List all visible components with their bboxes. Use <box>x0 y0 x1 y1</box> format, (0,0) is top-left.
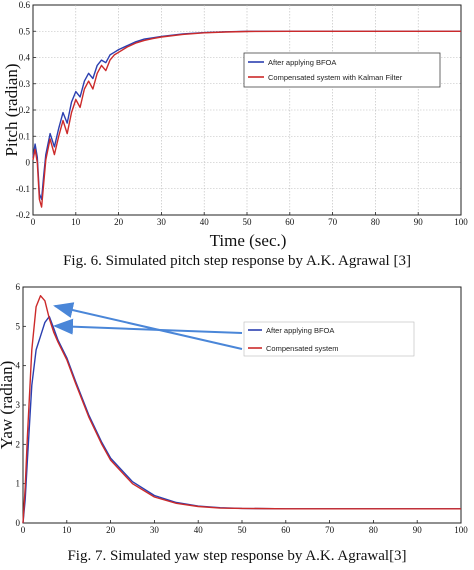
yaw-legend-box <box>243 321 415 357</box>
pitch-chart: 0 10 20 30 40 50 60 70 80 90 100 -0.2 -0.1 0 0.1 0.2 0.3… <box>2 0 468 250</box>
yaw-annotation-arrows <box>53 302 243 350</box>
pitch-xlabel: Time (sec.) <box>210 231 287 250</box>
fig7-caption: Fig. 7. Simulated yaw step response by A… <box>67 548 407 564</box>
x-tick-label: 100 <box>454 217 468 227</box>
pitch-legend-box <box>243 52 441 88</box>
yaw-legend-label-bfoa: After applying BFOA <box>266 326 334 335</box>
pitch-legend-label-bfoa: After applying BFOA <box>268 58 336 67</box>
y-tick-label: 3 <box>16 400 21 410</box>
y-tick-label: 0.5 <box>19 26 31 36</box>
pitch-series <box>32 30 461 208</box>
pitch-ticks: 0 10 20 30 40 50 60 70 80 90 100 -0.2 -0.1 0 0.1 0.2 0.3… <box>16 0 469 227</box>
x-tick-label: 80 <box>371 217 381 227</box>
y-tick-label: 2 <box>16 439 21 449</box>
yaw-legend-label-compensated: Compensated system <box>266 344 339 353</box>
y-tick-label: 0.4 <box>19 53 31 63</box>
x-tick-label: 50 <box>238 525 248 535</box>
y-tick-label: 4 <box>16 361 21 371</box>
y-tick-label: 0 <box>16 518 21 528</box>
yaw-ylabel: Yaw (radian) <box>0 361 16 449</box>
series-line-compensated-system <box>22 295 461 524</box>
y-tick-label: 0.6 <box>19 0 31 10</box>
x-tick-label: 80 <box>369 525 379 535</box>
y-tick-label: 0.1 <box>19 131 30 141</box>
x-tick-label: 0 <box>31 217 36 227</box>
yaw-legend: After applying BFOA Compensated system <box>243 321 415 357</box>
yaw-series <box>22 295 461 524</box>
series-line-compensated-system-with-kalman-filter <box>32 30 461 208</box>
arrow-to-red-peak <box>53 302 243 350</box>
x-tick-label: 50 <box>243 217 253 227</box>
x-tick-label: 10 <box>62 525 72 535</box>
pitch-legend-label-kalman: Compensated system with Kalman Filter <box>268 73 403 82</box>
y-tick-label: 0.2 <box>19 105 30 115</box>
pitch-ylabel: Pitch (radian) <box>2 64 21 157</box>
fig6-caption: Fig. 6. Simulated pitch step response by… <box>63 253 411 269</box>
y-tick-label: -0.1 <box>16 184 30 194</box>
x-tick-label: 60 <box>285 217 295 227</box>
y-tick-label: 1 <box>16 479 21 489</box>
x-tick-label: 70 <box>328 217 338 227</box>
x-tick-label: 70 <box>325 525 335 535</box>
pitch-legend: After applying BFOA Compensated system w… <box>243 52 441 88</box>
x-tick-label: 90 <box>413 525 423 535</box>
y-tick-label: 6 <box>16 282 21 292</box>
x-tick-label: 40 <box>200 217 210 227</box>
x-tick-label: 40 <box>194 525 204 535</box>
x-tick-label: 30 <box>157 217 167 227</box>
x-tick-label: 90 <box>414 217 424 227</box>
x-tick-label: 60 <box>281 525 291 535</box>
y-tick-label: 0 <box>26 158 31 168</box>
x-tick-label: 20 <box>114 217 124 227</box>
yaw-ticks: 0 10 20 30 40 50 60 70 80 90 100 0 1 2 3 4 5 6 <box>16 282 469 535</box>
arrow-to-blue-peak <box>53 318 243 335</box>
yaw-chart: 0 10 20 30 40 50 60 70 80 90 100 0 1 2 3 4 5 6 After appl… <box>0 282 468 535</box>
y-tick-label: 5 <box>16 321 21 331</box>
x-tick-label: 20 <box>106 525 116 535</box>
x-tick-label: 0 <box>21 525 26 535</box>
x-tick-label: 30 <box>150 525 160 535</box>
y-tick-label: -0.2 <box>16 210 30 220</box>
x-tick-label: 10 <box>71 217 81 227</box>
y-tick-label: 0.3 <box>19 79 31 89</box>
x-tick-label: 100 <box>454 525 468 535</box>
